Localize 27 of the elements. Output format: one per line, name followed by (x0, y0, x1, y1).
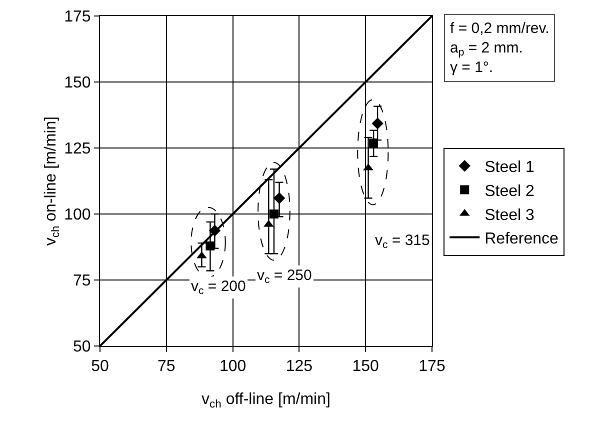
point (196, 251, 207, 258)
point (372, 118, 384, 130)
legend-label: Steel 1 (484, 159, 535, 176)
annotation: v$_{c}$ = 200 (191, 278, 246, 298)
y-tick-label: 75 (73, 272, 91, 290)
annotation: v$_{c}$ = 250 (257, 267, 312, 286)
y-tick-label: 100 (64, 206, 91, 224)
x-tick-label: 75 (158, 358, 176, 376)
text: f = 0,2 mm/rev. a$_{p}$ = 2 mm. γ = 1°. (450, 20, 550, 76)
x-tick-label: 50 (91, 358, 109, 376)
x-tick-label: 150 (352, 358, 380, 376)
legend-label: Steel 3 (484, 206, 535, 224)
legend-label: Steel 2 (484, 182, 535, 200)
legend-label: Reference (484, 230, 559, 248)
annotation: v$_{c}$ = 315 (375, 232, 430, 252)
x-tick-label: 125 (286, 358, 313, 376)
point (206, 241, 215, 250)
x-tick-label: 100 (219, 358, 246, 376)
point (369, 138, 378, 148)
y-tick-label: 175 (64, 8, 91, 26)
point (273, 192, 286, 204)
y-tick-label: 125 (64, 140, 91, 158)
x-tick-label: 175 (418, 358, 446, 376)
y-tick-label: 150 (64, 74, 91, 92)
x-axis-title: v$_{ch}$ off-line [m/min] (202, 391, 330, 410)
y-tick-label: 50 (73, 338, 91, 356)
point (269, 210, 278, 218)
